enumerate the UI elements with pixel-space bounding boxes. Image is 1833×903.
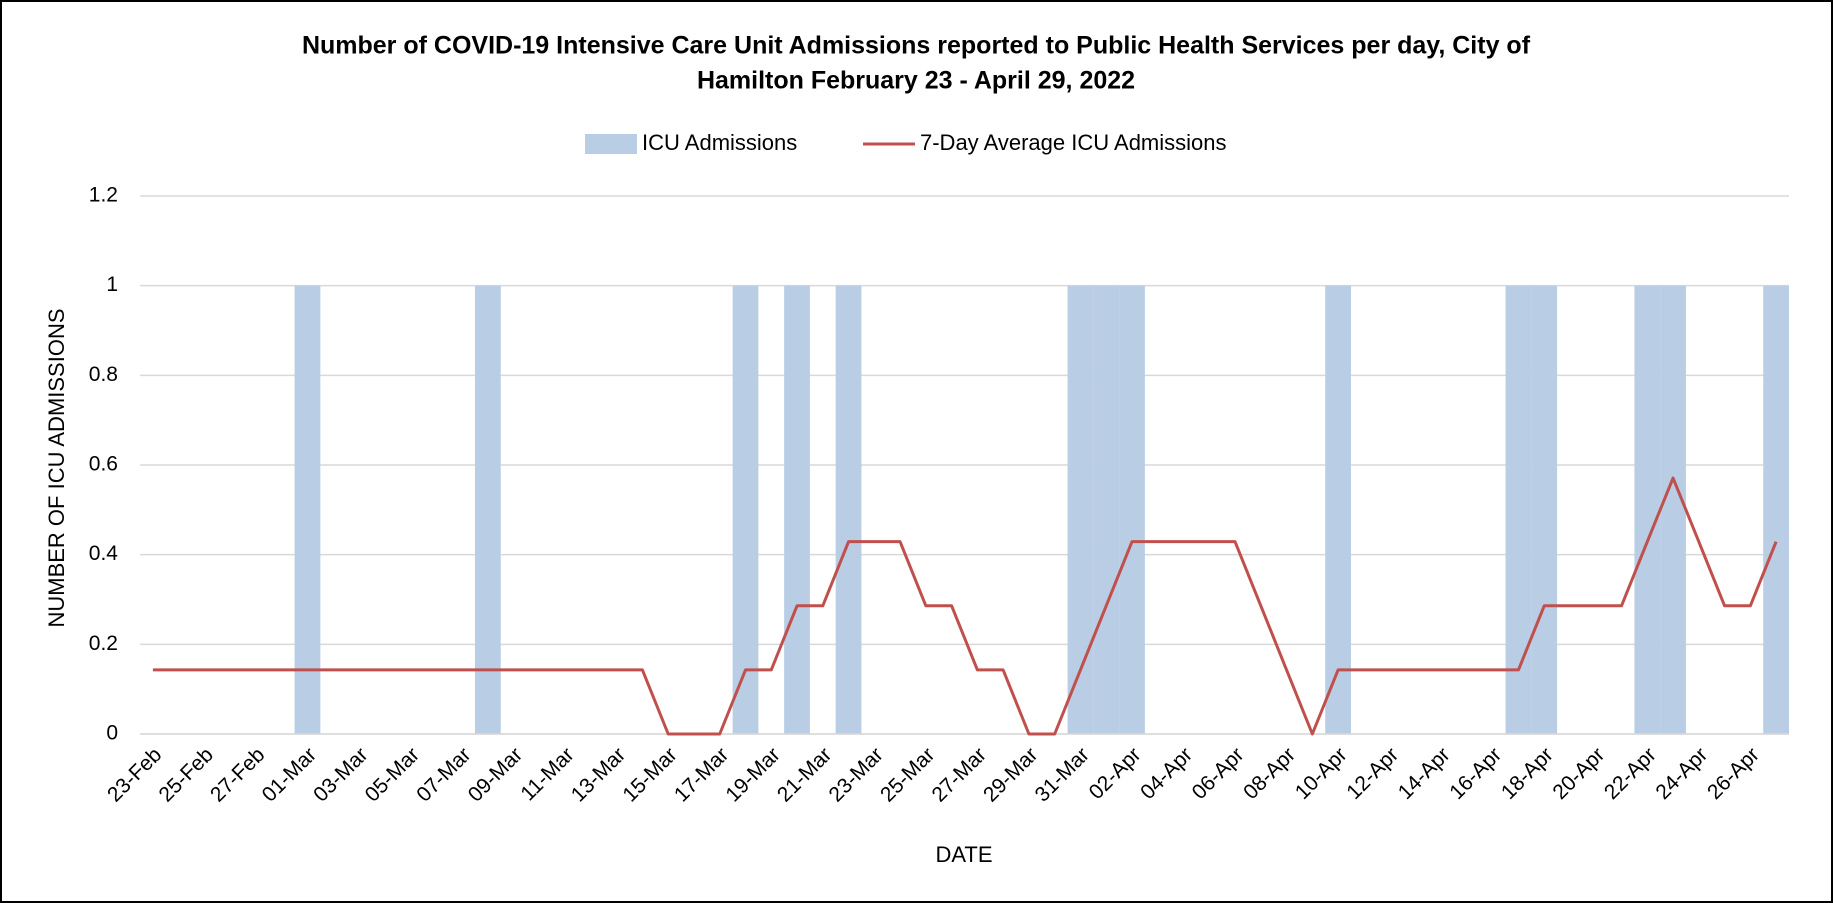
bar bbox=[784, 285, 810, 734]
y-tick-label: 0 bbox=[106, 722, 118, 745]
y-tick-label: 1 bbox=[106, 273, 118, 296]
bar bbox=[474, 285, 501, 734]
y-tick-label: 0.4 bbox=[89, 542, 119, 565]
bar bbox=[1531, 285, 1558, 734]
bar bbox=[835, 285, 862, 734]
y-tick-label: 1.2 bbox=[89, 184, 118, 207]
bar bbox=[732, 285, 759, 734]
y-axis-title: NUMBER OF ICU ADMISSIONS bbox=[44, 308, 69, 627]
bar bbox=[1660, 285, 1686, 734]
bar bbox=[294, 285, 321, 734]
bar bbox=[1763, 285, 1789, 734]
x-axis-title: DATE bbox=[935, 842, 992, 867]
legend-swatch bbox=[585, 134, 637, 154]
bar bbox=[1325, 285, 1351, 734]
bar bbox=[1067, 285, 1094, 734]
line bbox=[152, 476, 1778, 736]
chart-title: Hamilton February 23 - April 29, 2022 bbox=[697, 67, 1135, 95]
bar bbox=[1119, 285, 1145, 734]
bar bbox=[1634, 285, 1661, 734]
bar bbox=[1505, 285, 1532, 734]
y-tick-label: 0.6 bbox=[89, 453, 118, 476]
bar bbox=[1093, 285, 1120, 734]
y-tick-label: 0.2 bbox=[89, 632, 118, 655]
y-tick-label: 0.8 bbox=[89, 363, 118, 386]
legend-label: ICU Admissions bbox=[642, 130, 797, 155]
chart-title: Number of COVID-19 Intensive Care Unit A… bbox=[302, 32, 1531, 60]
legend-label: 7-Day Average ICU Admissions bbox=[920, 130, 1227, 155]
